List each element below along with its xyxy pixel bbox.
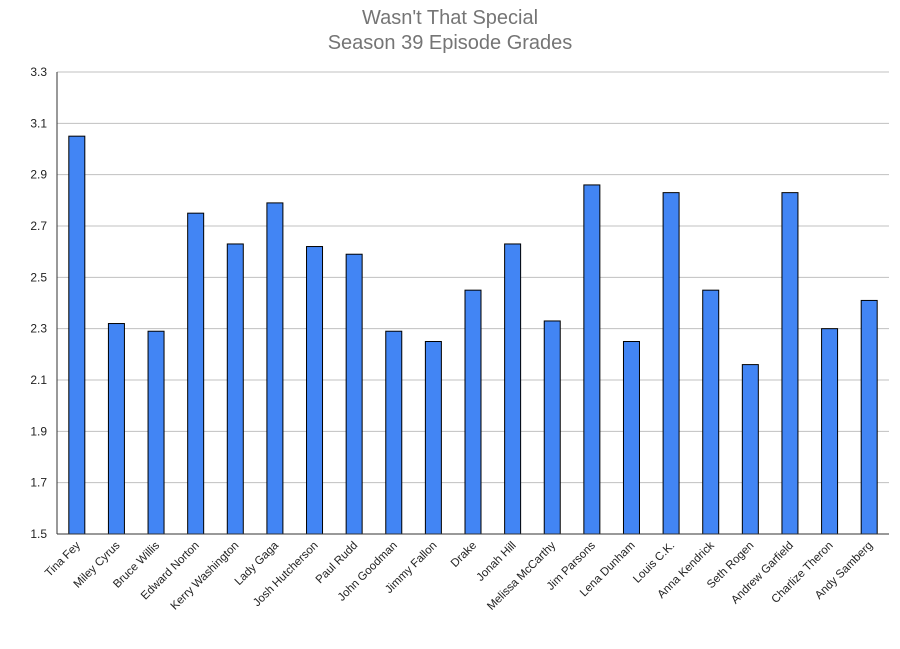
bar [662,192,680,535]
y-tick-labels: 1.5 1.7 1.9 2.1 2.3 2.5 2.7 2.9 3.1 3.3 [30,65,47,541]
bar [543,320,561,535]
bar [781,192,799,535]
bar [187,212,205,535]
y-tick-label: 1.5 [30,527,47,541]
bar [583,184,601,535]
bar [860,299,878,535]
chart-title: Wasn't That Special [361,7,539,29]
x-tick-label: Drake [449,540,479,570]
axes [56,72,889,535]
bar [702,289,720,535]
bar [107,323,125,535]
x-tick-label: Kerry Washington [169,540,242,613]
y-tick-label: 2.1 [30,373,47,387]
bar [306,246,324,535]
chart-subtitle: Season 39 Episode Grades [327,32,573,54]
y-tick-label: 1.7 [30,476,47,490]
bar [464,289,482,535]
y-tick-label: 2.7 [30,219,47,233]
x-tick-label: Melissa McCarthy [485,539,558,612]
y-tick-label: 2.3 [30,322,47,336]
bar [385,330,403,535]
y-tick-label: 3.3 [30,65,47,79]
bar [424,341,442,535]
y-tick-label: 2.5 [30,270,47,284]
bar [622,341,640,535]
bar [504,243,522,535]
y-tick-label: 2.9 [30,168,47,182]
bar [821,328,839,535]
bar [226,243,244,535]
bar [741,364,759,535]
y-tick-label: 1.9 [30,424,47,438]
x-tick-label: Tina Fey [43,539,83,579]
bar [147,330,165,535]
bar [345,253,363,535]
chart-title-block: Wasn't That Special Season 39 Episode Gr… [0,6,900,56]
bars [68,135,878,535]
bar [266,202,284,535]
y-tick-label: 3.1 [30,116,47,130]
bar [68,135,86,535]
